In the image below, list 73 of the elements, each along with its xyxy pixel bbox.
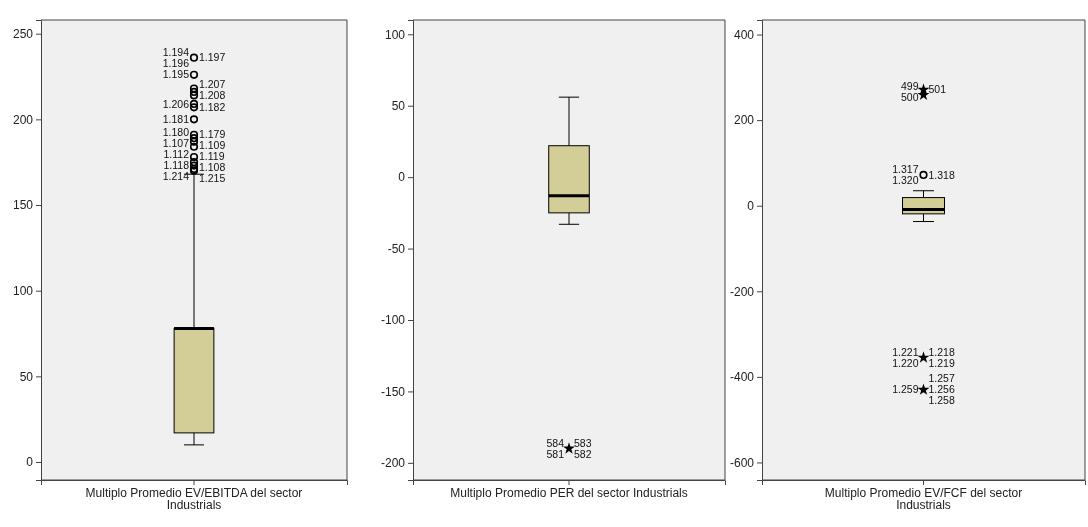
annotation: 1.119: [199, 150, 225, 163]
annotation: 1.179: [199, 128, 226, 141]
annotation: 1.220: [892, 356, 919, 369]
point: [189, 103, 199, 112]
point: [189, 161, 199, 170]
annotation: 1.259: [892, 383, 919, 396]
y-tick-label: -150: [380, 384, 406, 399]
y-tick-label: 0: [398, 170, 406, 185]
y-tick-label: 200: [733, 113, 755, 128]
annotation: 1.118: [163, 158, 190, 171]
y-tick-label: -200: [380, 456, 406, 471]
y-tick-label: 150: [12, 198, 34, 213]
annotation: 1.256: [928, 383, 955, 396]
point: [189, 115, 199, 124]
annotation: 499: [900, 80, 919, 93]
y-tick-label: 50: [19, 369, 34, 384]
annotation: 1.208: [199, 89, 226, 102]
point: [189, 130, 199, 139]
y-tick-label: 250: [12, 27, 34, 42]
x-tick-label: Multiplo Promedio EV/FCF del sector Industrials: [824, 486, 1023, 512]
annotation: 1.182: [199, 101, 226, 114]
annotation: 1.214: [162, 169, 190, 182]
annotation: 1.107: [162, 136, 190, 149]
annotation: 1.318: [928, 168, 955, 181]
annotation: 1.181: [162, 113, 190, 126]
point: [189, 142, 199, 151]
annotation: 1.207: [199, 78, 226, 91]
x-tick-label: Multiplo Promedio EV/EBITDA del sector Industrials: [85, 486, 303, 512]
y-tick-label: -200: [729, 284, 755, 299]
point: [189, 87, 199, 97]
annotation: 1.196: [162, 56, 190, 69]
annotation: 1.195: [162, 68, 190, 81]
annotation: 500: [900, 91, 919, 104]
y-tick-label: 50: [391, 99, 406, 114]
annotation: 1.194: [162, 45, 190, 58]
y-tick-label: 0: [26, 455, 34, 470]
annotation: 1.221: [892, 345, 919, 358]
point: [189, 99, 199, 109]
annotation: 1.215: [199, 172, 226, 185]
point: [189, 152, 199, 162]
y-tick-label: 100: [12, 284, 34, 299]
annotation: 1.206: [162, 97, 190, 110]
y-tick-label: 100: [384, 27, 406, 42]
annotation: 1.197: [199, 51, 226, 64]
y-tick-label: 0: [747, 199, 755, 214]
y-tick-label: 400: [733, 27, 755, 42]
point: [189, 134, 199, 143]
annotation: 1.218: [928, 345, 955, 358]
annotation: 1.317: [892, 163, 919, 176]
annotation: 584: [546, 436, 565, 449]
annotation: 1.112: [163, 147, 190, 160]
annotation: 1.108: [199, 161, 226, 174]
x-tick-label: Multiplo Promedio PER del sector Industrials: [450, 486, 688, 500]
annotation: 581: [546, 447, 565, 460]
annotation: 1.180: [162, 125, 190, 138]
annotation: 1.109: [199, 139, 226, 152]
point: [189, 53, 199, 62]
annotation: 501: [928, 83, 947, 96]
y-tick-label: -600: [729, 455, 755, 470]
annotation: 1.320: [892, 174, 919, 187]
annotation: 582: [574, 447, 592, 460]
y-tick-label: -400: [729, 370, 755, 385]
point: [919, 170, 928, 179]
annotation: 1.258: [928, 394, 955, 407]
point: [189, 70, 199, 79]
point: [189, 91, 199, 100]
annotation: 1.257: [928, 372, 955, 385]
annotation: 1.219: [928, 356, 955, 369]
point: [189, 84, 199, 93]
y-tick-label: 200: [12, 112, 34, 127]
y-tick-label: -50: [387, 241, 406, 256]
y-tick-label: -100: [380, 313, 406, 328]
annotation: 583: [574, 436, 592, 449]
